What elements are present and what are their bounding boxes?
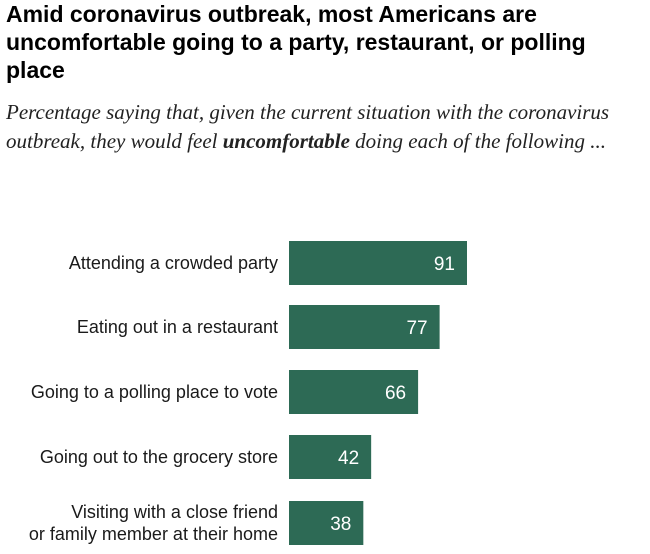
bar	[289, 501, 364, 545]
category-label: Visiting with a close friend	[71, 502, 278, 522]
category-label: Attending a crowded party	[69, 253, 278, 273]
value-label: 66	[385, 383, 406, 404]
category-label: Going to a polling place to vote	[31, 382, 278, 402]
bar	[289, 435, 372, 479]
subtitle-emphasis: uncomfortable	[222, 129, 350, 153]
category-label: or family member at their home	[29, 524, 278, 544]
value-label: 38	[330, 514, 351, 535]
value-label: 91	[434, 254, 455, 275]
bar	[289, 305, 440, 349]
bar	[289, 241, 467, 285]
chart-subtitle: Percentage saying that, given the curren…	[6, 98, 646, 156]
subtitle-text-end: doing each of the following ...	[349, 129, 606, 153]
category-label: Going out to the grocery store	[40, 447, 278, 467]
chart-title: Amid coronavirus outbreak, most American…	[6, 1, 586, 83]
value-label: 42	[338, 448, 359, 469]
value-label: 77	[406, 318, 427, 339]
category-label: Eating out in a restaurant	[77, 317, 278, 337]
subtitle-text: Percentage saying that, given the curren…	[6, 100, 610, 153]
bar	[289, 370, 419, 414]
